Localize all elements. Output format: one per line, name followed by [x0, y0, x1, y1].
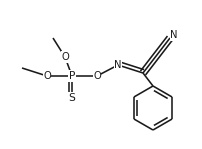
- Text: S: S: [68, 93, 75, 103]
- Text: O: O: [61, 52, 68, 62]
- Text: P: P: [68, 71, 75, 81]
- Text: O: O: [43, 71, 51, 81]
- Text: O: O: [93, 71, 100, 81]
- Text: N: N: [169, 30, 177, 40]
- Text: N: N: [114, 60, 121, 70]
